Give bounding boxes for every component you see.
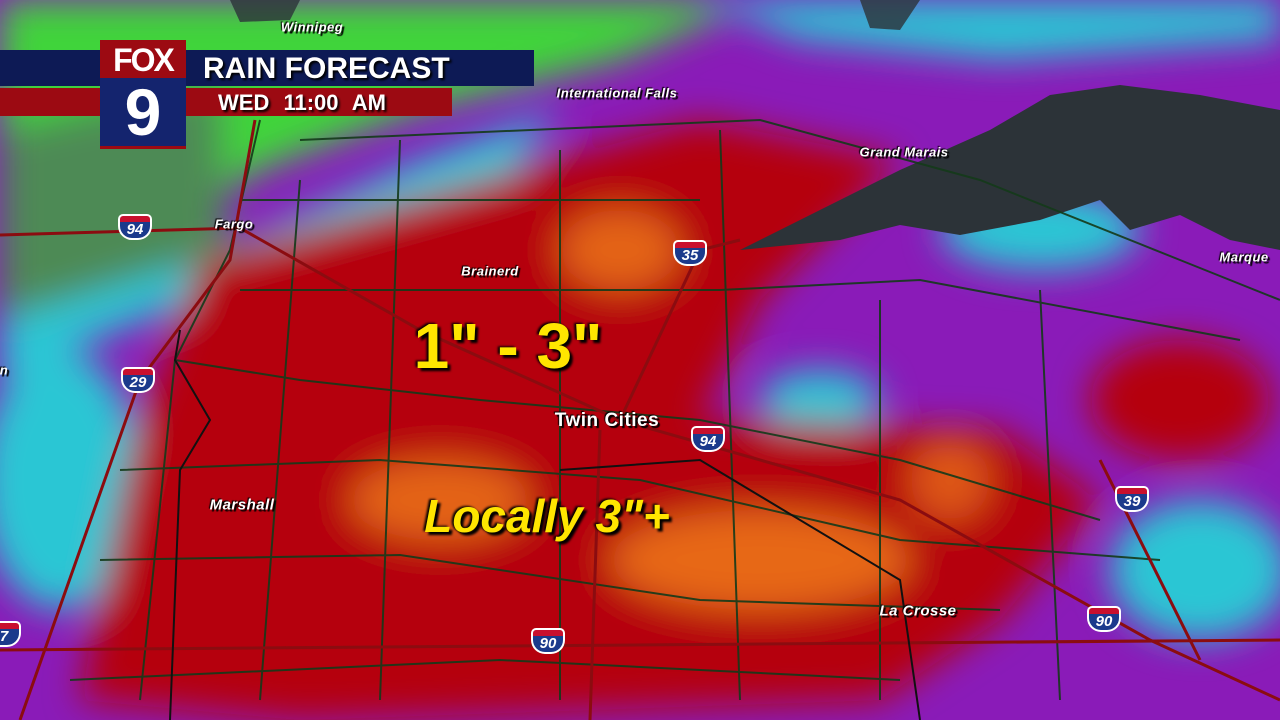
city-label-marquette: Marque xyxy=(1219,249,1269,265)
city-label-brainerd: Brainerd xyxy=(461,263,519,279)
interstate-shield-90-east: 90 xyxy=(1087,606,1121,634)
interstate-shield-39: 39 xyxy=(1115,486,1149,514)
rainfall-range-callout: 1" - 3" xyxy=(413,310,603,382)
interstate-shield-90-west: 90 xyxy=(531,628,565,656)
interstate-shield-29: 29 xyxy=(121,367,155,395)
interstate-shield-94: 94 xyxy=(118,214,152,242)
city-label-partial: n xyxy=(0,362,9,378)
subtitle-banner xyxy=(0,88,452,116)
city-label-la-crosse: La Crosse xyxy=(879,602,957,620)
forecast-time: WED 11:00 AM xyxy=(218,90,387,115)
city-label-grand-marais: Grand Marais xyxy=(859,144,949,160)
city-label-marshall: Marshall xyxy=(209,496,275,514)
channel-number-logo: 9 xyxy=(100,78,186,149)
city-label-fargo: Fargo xyxy=(214,216,254,232)
interstate-shield-35: 35 xyxy=(673,240,707,268)
rainfall-local-callout: Locally 3"+ xyxy=(424,490,670,542)
fox-logo: FOX xyxy=(100,40,186,78)
forecast-title: RAIN FORECAST xyxy=(203,52,450,85)
lake-superior xyxy=(740,85,1280,250)
city-label-winnipeg: Winnipeg xyxy=(280,19,344,35)
city-label-twin-cities: Twin Cities xyxy=(554,410,660,431)
title-banner xyxy=(0,50,534,86)
interstate-shield-94-metro: 94 xyxy=(691,426,725,454)
interstate-shield-partial: 7 xyxy=(0,621,21,649)
city-label-international-falls: International Falls xyxy=(556,85,678,101)
